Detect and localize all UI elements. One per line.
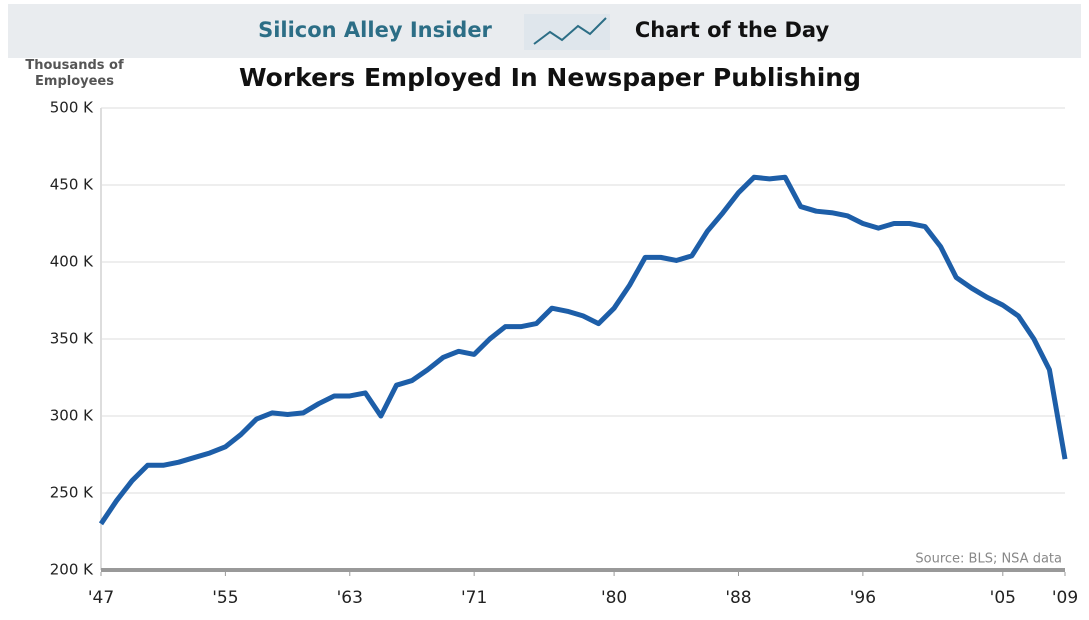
y-tick-label: 400 K bbox=[50, 253, 94, 271]
source: Source: BLS; NSA data bbox=[915, 552, 1062, 567]
x-tick-label: '96 bbox=[850, 588, 876, 608]
x-tick-label: '09 bbox=[1052, 588, 1078, 608]
y-tick-label: 200 K bbox=[50, 561, 94, 579]
y-tick-label: 300 K bbox=[50, 407, 94, 425]
y-axis-label: Thousands of Employees bbox=[25, 58, 124, 89]
header-title: Chart of the Day bbox=[635, 18, 830, 42]
x-tick-label: '80 bbox=[601, 588, 627, 608]
x-tick-label: '88 bbox=[725, 588, 751, 608]
brand-icon bbox=[524, 14, 610, 50]
x-tick-label: '71 bbox=[461, 588, 487, 608]
y-tick-label: 250 K bbox=[50, 484, 94, 502]
data-line bbox=[98, 174, 1068, 526]
x-tick-label: '05 bbox=[990, 588, 1016, 608]
x-tick-label: '55 bbox=[212, 588, 238, 608]
chart-title: Workers Employed In Newspaper Publishing bbox=[239, 63, 861, 92]
y-tick-label: 350 K bbox=[50, 330, 94, 348]
x-tick-label: '47 bbox=[88, 588, 114, 608]
y-tick-label: 500 K bbox=[50, 99, 94, 117]
x-tick-label: '63 bbox=[337, 588, 363, 608]
y-tick-label: 450 K bbox=[50, 176, 94, 194]
brand: Silicon Alley Insider bbox=[258, 18, 492, 42]
